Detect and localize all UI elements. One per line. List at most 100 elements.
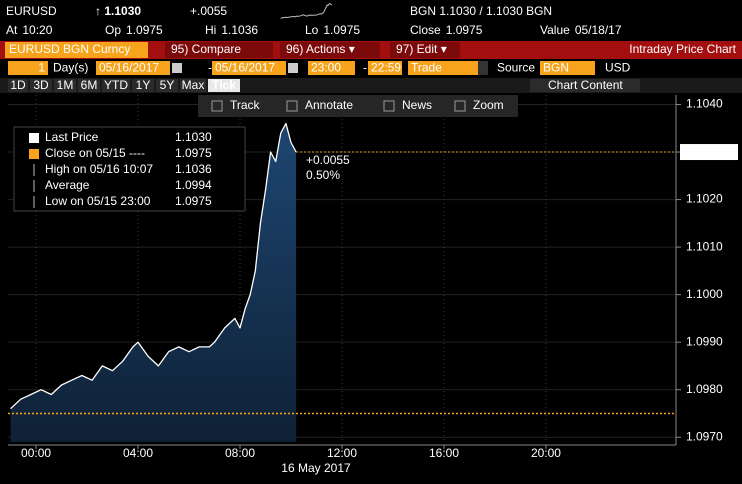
range-text: - [363,61,367,75]
stat-value: 1.0975 [126,23,163,37]
y-tick-label: 1.0970 [686,429,723,443]
x-tick-label: 08:00 [225,446,255,460]
range-field[interactable] [96,61,170,75]
period-button[interactable] [208,79,240,92]
legend-value: 1.1030 [175,130,212,144]
tool-news[interactable]: News [402,98,432,112]
stat-value: 1.0975 [446,23,483,37]
tool-zoom[interactable]: Zoom [473,98,504,112]
tool-icon[interactable] [454,100,466,112]
sparkline [280,2,333,19]
y-tick-label: 1.1000 [686,287,723,301]
change-label: 0.50% [306,168,340,182]
security: EURUSD BGN Curncy [9,42,130,56]
range-field[interactable] [368,61,402,75]
range-field[interactable] [540,61,595,75]
menu-item[interactable]: 97) Edit ▾ [396,42,447,56]
range-text[interactable]: 23:00 [311,61,341,75]
stat-label: At [6,23,18,37]
x-tick-label: 16:00 [429,446,459,460]
legend-value: 1.1036 [175,162,212,176]
range-field[interactable] [8,61,48,75]
period-label[interactable]: 1M [57,78,74,92]
legend-name: Close on 05/15 ---- [45,146,145,160]
period-button[interactable] [156,79,178,92]
period-button[interactable] [180,79,206,92]
period-label[interactable]: Max [182,78,205,92]
legend-name: High on 05/16 10:07 [45,162,153,176]
range-text: - [208,61,212,75]
chart-content[interactable]: Chart Content [548,78,623,92]
period-button[interactable] [132,79,154,92]
range-field[interactable] [308,61,355,75]
range-text[interactable]: Trade [411,61,442,75]
stat-label: Lo [305,23,319,37]
last-tag [680,144,738,161]
x-tick-label: 04:00 [123,446,153,460]
y-tick-label: 1.1010 [686,239,723,253]
range-field[interactable] [408,61,488,75]
last-tag-label: 1.1030 [686,144,723,158]
range-text: USD [605,61,631,75]
tool-track[interactable]: Track [230,98,261,112]
calendar-icon [172,63,182,73]
stat-label: Value [540,23,570,37]
tool-icon[interactable] [383,100,395,112]
ticker: EURUSD [6,4,57,18]
range-text[interactable]: 1 [38,61,45,75]
stat-value: 1.1036 [221,23,258,37]
stat-value: 10:20 [22,23,52,37]
menu-button[interactable] [165,42,273,58]
period-label[interactable]: 1Y [136,78,151,92]
period-button[interactable] [8,79,28,92]
menu-button[interactable] [280,42,380,58]
chart-type: Intraday Price Chart [629,42,736,56]
calendar-icon [288,63,298,73]
toolbar [198,95,518,117]
range-text[interactable]: BGN [543,61,569,75]
menu-item[interactable]: 96) Actions ▾ [286,42,355,56]
period-label[interactable]: YTD [104,78,128,92]
dropdown [478,61,488,75]
period-button[interactable] [78,79,100,92]
period-button[interactable] [54,79,76,92]
legend-name: Average [45,178,90,192]
x-axis-label: 16 May 2017 [281,461,351,475]
tool-annotate[interactable]: Annotate [305,98,353,112]
period-button[interactable] [30,79,52,92]
legend-box [13,126,246,212]
period-label[interactable]: 5Y [160,78,175,92]
menu-button[interactable] [390,42,460,58]
legend-value: 1.0975 [175,146,212,160]
stat-value: 1.0975 [323,23,360,37]
y-tick-label: 1.1040 [686,97,723,111]
chart-content-button[interactable] [530,79,640,92]
legend-value: 1.0975 [175,194,212,208]
period-label[interactable]: 3D [33,78,49,92]
range-field[interactable] [212,61,286,75]
range-text[interactable]: 05/16/2017 [215,61,275,75]
area [10,123,297,442]
change: +.0055 [190,4,227,18]
tool-icon[interactable] [286,100,298,112]
range-text[interactable]: 22:59 [371,61,401,75]
price-line [10,122,297,410]
legend-value: 1.0994 [175,178,212,192]
stat-value: 05/18/17 [575,23,622,37]
period-button[interactable] [102,79,130,92]
quote: BGN 1.1030 / 1.1030 BGN [410,4,552,18]
tool-icon[interactable] [211,100,223,112]
range-text[interactable]: 05/16/2017 [99,61,159,75]
x-tick-label: 00:00 [21,446,51,460]
period-label[interactable]: 6M [81,78,98,92]
range-text: Source [497,61,535,75]
x-tick-label: 12:00 [327,446,357,460]
period-label[interactable]: 1D [10,78,26,92]
legend-name: Last Price [45,130,99,144]
stat-label: Hi [205,23,216,37]
period-label[interactable]: Tick [212,78,236,92]
menu-item[interactable]: 95) Compare [171,42,241,56]
y-tick-label: 1.0980 [686,382,723,396]
